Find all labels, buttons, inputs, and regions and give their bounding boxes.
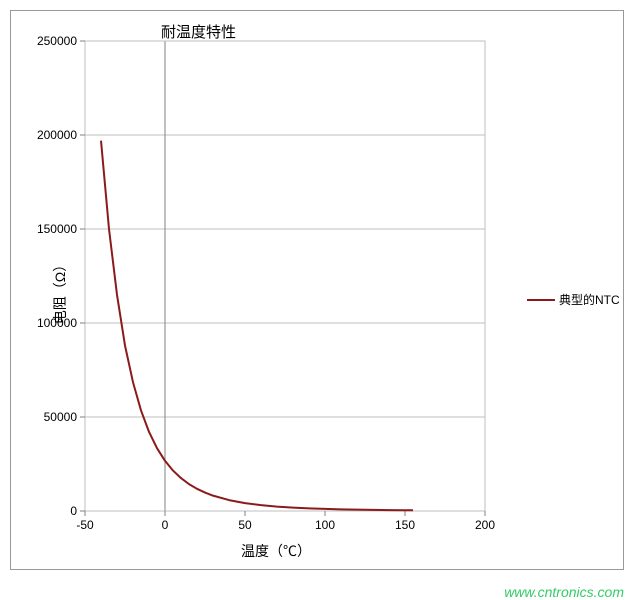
legend: 典型的NTC	[527, 291, 620, 308]
plot-area: -500501001502000500001000001500002000002…	[85, 41, 485, 511]
svg-text:0: 0	[70, 504, 77, 518]
svg-text:50000: 50000	[44, 410, 78, 424]
svg-text:100: 100	[315, 518, 335, 532]
chart-title: 耐温度特性	[161, 21, 236, 42]
svg-text:50: 50	[238, 518, 252, 532]
svg-text:100000: 100000	[37, 316, 77, 330]
y-axis-label: 电阻（Ω）	[50, 258, 70, 324]
svg-text:150000: 150000	[37, 222, 77, 236]
svg-text:150: 150	[395, 518, 415, 532]
svg-text:-50: -50	[76, 518, 94, 532]
chart-svg: -500501001502000500001000001500002000002…	[85, 41, 485, 511]
watermark: www.cntronics.com	[504, 584, 624, 600]
legend-line-sample	[527, 299, 555, 301]
legend-label: 典型的NTC	[559, 291, 620, 308]
svg-text:250000: 250000	[37, 34, 77, 48]
svg-text:200: 200	[475, 518, 495, 532]
svg-text:0: 0	[162, 518, 169, 532]
x-axis-label: 温度（℃）	[241, 541, 311, 561]
svg-text:200000: 200000	[37, 128, 77, 142]
chart-container: 耐温度特性 电阻（Ω） 温度（℃） 典型的NTC -50050100150200…	[10, 10, 624, 570]
